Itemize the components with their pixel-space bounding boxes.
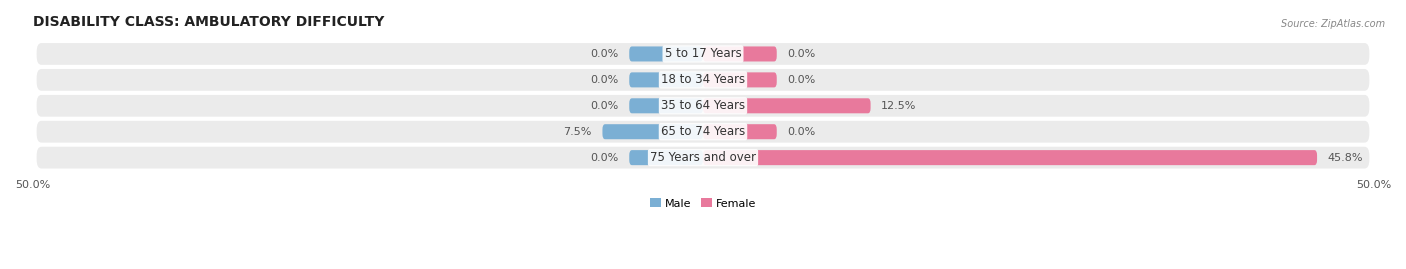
Text: 0.0%: 0.0% <box>787 49 815 59</box>
Text: 0.0%: 0.0% <box>591 101 619 111</box>
FancyBboxPatch shape <box>703 47 776 62</box>
Text: DISABILITY CLASS: AMBULATORY DIFFICULTY: DISABILITY CLASS: AMBULATORY DIFFICULTY <box>32 15 384 29</box>
FancyBboxPatch shape <box>37 95 1369 117</box>
FancyBboxPatch shape <box>37 147 1369 168</box>
FancyBboxPatch shape <box>703 124 776 139</box>
Text: 65 to 74 Years: 65 to 74 Years <box>661 125 745 138</box>
Text: 0.0%: 0.0% <box>787 75 815 85</box>
FancyBboxPatch shape <box>703 98 870 113</box>
Text: 35 to 64 Years: 35 to 64 Years <box>661 99 745 112</box>
FancyBboxPatch shape <box>703 150 1317 165</box>
FancyBboxPatch shape <box>37 69 1369 91</box>
FancyBboxPatch shape <box>630 150 703 165</box>
FancyBboxPatch shape <box>630 72 703 87</box>
FancyBboxPatch shape <box>630 98 703 113</box>
Text: 0.0%: 0.0% <box>591 49 619 59</box>
FancyBboxPatch shape <box>602 124 703 139</box>
Legend: Male, Female: Male, Female <box>645 194 761 213</box>
Text: 75 Years and over: 75 Years and over <box>650 151 756 164</box>
Text: 18 to 34 Years: 18 to 34 Years <box>661 73 745 86</box>
Text: 0.0%: 0.0% <box>591 75 619 85</box>
Text: 7.5%: 7.5% <box>564 127 592 137</box>
FancyBboxPatch shape <box>37 121 1369 143</box>
Text: 0.0%: 0.0% <box>591 153 619 163</box>
FancyBboxPatch shape <box>37 43 1369 65</box>
Text: 45.8%: 45.8% <box>1327 153 1364 163</box>
Text: Source: ZipAtlas.com: Source: ZipAtlas.com <box>1281 19 1385 29</box>
Text: 12.5%: 12.5% <box>882 101 917 111</box>
Text: 5 to 17 Years: 5 to 17 Years <box>665 47 741 61</box>
FancyBboxPatch shape <box>630 47 703 62</box>
Text: 0.0%: 0.0% <box>787 127 815 137</box>
FancyBboxPatch shape <box>703 72 776 87</box>
